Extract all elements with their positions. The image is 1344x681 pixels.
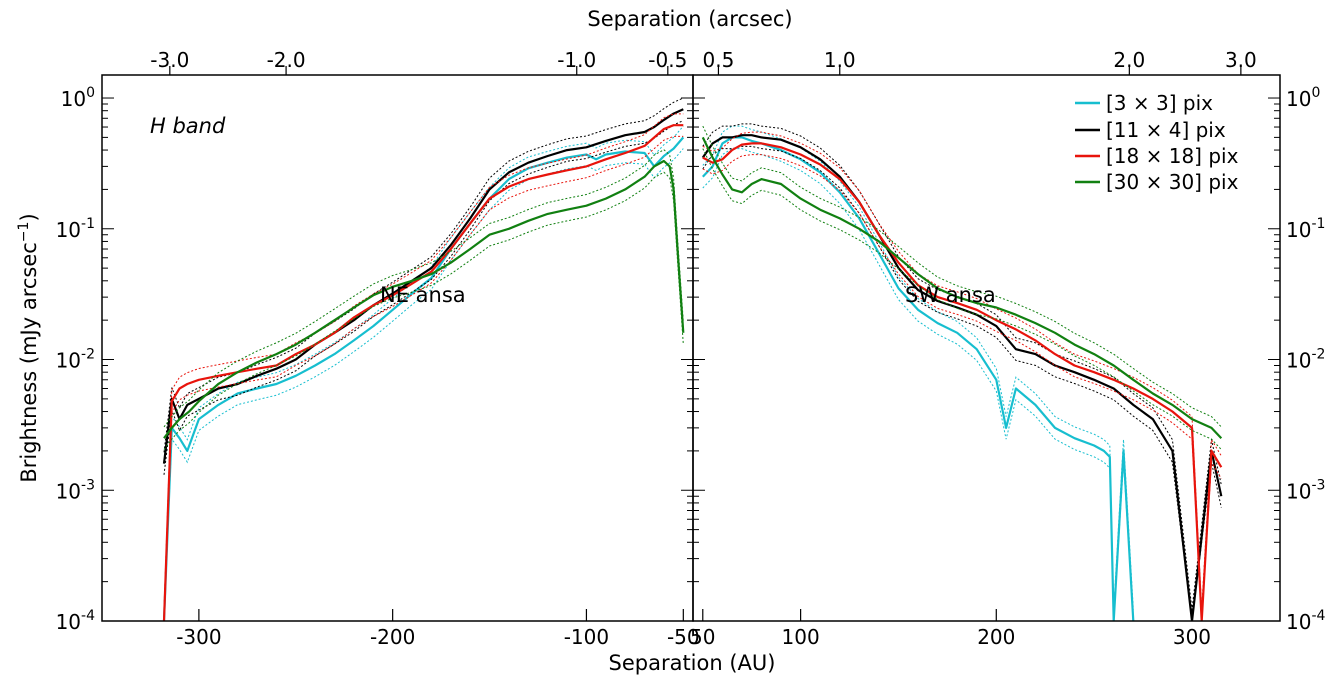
sw-series-18-18-pix-lower-envelope: [702, 154, 1222, 621]
ne-panel-annotation: NE ansa: [380, 283, 466, 307]
y-tick-label-left-3: 10-3: [56, 477, 95, 503]
legend-label-11x4: [11 × 4] pix: [1106, 118, 1226, 142]
sw-series-30-30-pix-upper-envelope: [702, 125, 1222, 428]
ne-x-tick-label-2: -100: [564, 625, 609, 649]
sw-top-tick-label-0: 0.5: [703, 48, 735, 72]
sw-panel-annotation: SW ansa: [905, 283, 996, 307]
ne-series-3-3-pix-upper-envelope: [163, 125, 684, 610]
y-tick-label-right-2: 10-2: [1286, 347, 1325, 373]
ne-series-3-3-pix-lower-envelope: [163, 148, 684, 621]
ne-x-tick-label-3: -50: [667, 625, 700, 649]
sw-top-tick-label-3: 3.0: [1225, 48, 1257, 72]
sw-panel-frame: [692, 74, 1281, 622]
legend: [3 × 3] pix [11 × 4] pix [18 × 18] pix […: [1075, 91, 1239, 194]
ne-top-tick-label-2: -1.0: [557, 48, 596, 72]
y-tick-label-base: 10: [61, 87, 86, 111]
sw-x-tick-label-2: 200: [977, 625, 1015, 649]
band-label: H band: [150, 114, 226, 138]
ne-series-11-4-pix-line: [162, 108, 684, 464]
sw-series-11-4-pix-line: [701, 134, 1223, 621]
ne-top-tick-label-0: -3.0: [150, 48, 189, 72]
legend-label-3x3: [3 × 3] pix: [1106, 91, 1213, 115]
y-axis-title: Brightness (mJy arcsec−1): [16, 213, 41, 482]
y-tick-label-left-4: 10-4: [56, 608, 96, 634]
sw-series-18-18-pix-line: [702, 142, 1223, 621]
y-tick-label-exponent: 0: [86, 85, 95, 101]
y-tick-label-exponent: -1: [81, 216, 95, 232]
sw-x-tick-label-0: 50: [690, 625, 715, 649]
y-tick-label-exponent: -3: [1311, 477, 1325, 493]
ne-x-tick-label-1: -200: [370, 625, 415, 649]
y-tick-label-base: 10: [56, 218, 81, 242]
axes: -300 -200 -100 -50-3.0 -2.0 -1.0 -0.550 100 200 3…: [56, 48, 1326, 649]
y-tick-label-base: 10: [56, 610, 81, 634]
ne-series-11-4-pix-upper-envelope: [163, 97, 684, 453]
y-tick-label-right-4: 10-4: [1286, 608, 1326, 634]
ne-series-3-3-pix-line: [162, 136, 685, 621]
y-tick-label-exponent: 0: [1311, 85, 1320, 101]
sw-series-30-30-pix-line: [701, 136, 1223, 439]
sw-top-tick-label-2: 2.0: [1113, 48, 1145, 72]
ne-series-18-18-pix-upper-envelope: [163, 113, 684, 610]
sw-series-3-3-pix-lower-envelope: [702, 148, 1134, 621]
sw-series-3-3-pix-upper-envelope: [702, 125, 1134, 610]
y-tick-label-base: 10: [56, 479, 81, 503]
ne-series-30-30-pix-line: [163, 159, 685, 439]
sw-top-tick-label-1: 1.0: [824, 48, 856, 72]
y-tick-label-exponent: -3: [81, 477, 95, 493]
y-tick-label-left-0: 100: [61, 85, 95, 111]
y-tick-label-right-3: 10-3: [1286, 477, 1325, 503]
legend-label-30x30: [30 × 30] pix: [1106, 170, 1239, 194]
y-tick-label-left-2: 10-2: [56, 347, 95, 373]
y-tick-label-base: 10: [1286, 87, 1311, 111]
y-tick-label-base: 10: [56, 349, 81, 373]
y-axis-title-sup: −1: [16, 222, 32, 243]
sw-series-group: [701, 123, 1223, 621]
ne-series-30-30-pix-lower-envelope: [163, 171, 684, 450]
y-tick-label-base: 10: [1286, 218, 1311, 242]
ne-series-group: [162, 97, 685, 621]
legend-label-18x18: [18 × 18] pix: [1106, 144, 1239, 168]
y-tick-label-exponent: -1: [1311, 216, 1325, 232]
y-tick-label-exponent: -4: [1311, 608, 1325, 624]
y-tick-label-exponent: -2: [1311, 347, 1325, 363]
y-tick-label-right-1: 10-1: [1286, 216, 1325, 242]
y-tick-label-exponent: -4: [81, 608, 95, 624]
sw-x-tick-label-1: 100: [782, 625, 820, 649]
sw-series-3-3-pix-line: [702, 136, 1135, 621]
top-axis-title: Separation (arcsec): [587, 7, 792, 31]
sw-series-11-4-pix-lower-envelope: [702, 145, 1222, 621]
y-tick-label-base: 10: [1286, 479, 1311, 503]
y-tick-label-base: 10: [1286, 610, 1311, 634]
sw-x-tick-label-3: 300: [1173, 625, 1211, 649]
ne-top-tick-label-1: -2.0: [267, 48, 306, 72]
x-axis-title: Separation (AU): [609, 651, 776, 675]
ne-series-18-18-pix-lower-envelope: [163, 135, 684, 621]
y-axis-title-main: Brightness (mJy arcsec: [17, 242, 41, 482]
ne-x-tick-label-0: -300: [176, 625, 221, 649]
y-tick-label-base: 10: [1286, 349, 1311, 373]
sw-series-30-30-pix-lower-envelope: [702, 148, 1222, 450]
plot-content: [162, 97, 1223, 621]
y-tick-label-right-0: 100: [1286, 85, 1320, 111]
y-axis-title-close: ): [17, 213, 41, 221]
y-tick-label-left-1: 10-1: [56, 216, 95, 242]
sw-series-18-18-pix-upper-envelope: [702, 131, 1222, 610]
ne-series-11-4-pix-lower-envelope: [163, 120, 684, 475]
sw-series-11-4-pix-upper-envelope: [702, 123, 1222, 610]
ne-top-tick-label-3: -0.5: [648, 48, 687, 72]
y-tick-label-exponent: -2: [81, 347, 95, 363]
ne-series-30-30-pix-upper-envelope: [163, 149, 684, 428]
